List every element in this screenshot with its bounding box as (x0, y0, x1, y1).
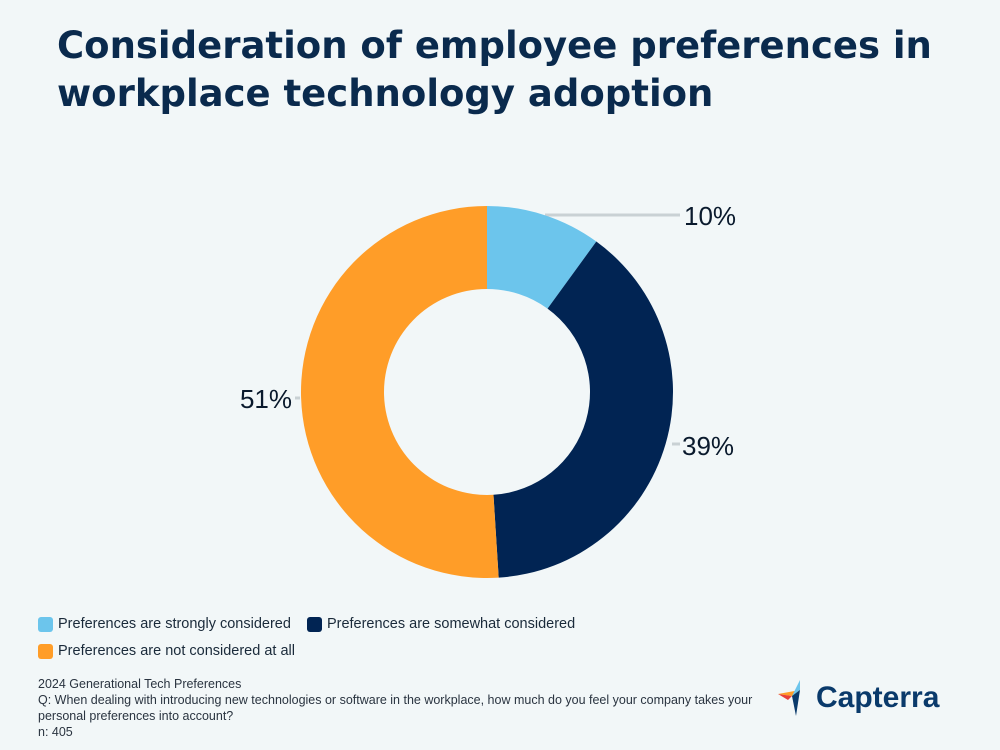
source-text: 2024 Generational Tech Preferences (38, 677, 242, 691)
sample-size: n: 405 (38, 725, 73, 739)
donut-slice (300, 206, 499, 578)
donut-slice (493, 241, 673, 578)
question-text: Q: When dealing with introducing new tec… (38, 693, 753, 723)
legend-swatch (38, 643, 53, 659)
chart-title: Consideration of employee preferences in… (57, 24, 932, 115)
data-label: 39% (682, 431, 734, 461)
legend-item: Preferences are not considered at all (38, 639, 295, 663)
legend-swatch (306, 616, 322, 632)
footer-notes: 2024 Generational Tech Preferences Q: Wh… (38, 676, 758, 740)
data-label: 10% (684, 201, 736, 231)
legend-item: Preferences are strongly considered (38, 612, 291, 636)
data-label: 51% (240, 384, 292, 414)
legend-label: Preferences are not considered at all (58, 643, 295, 659)
legend-label: Preferences are strongly considered (58, 616, 291, 632)
legend-label: Preferences are somewhat considered (326, 616, 576, 632)
legend-item: Preferences are somewhat considered (306, 612, 576, 636)
legend: Preferences are strongly considered Prefe… (38, 612, 738, 666)
capterra-arrow-icon (778, 680, 800, 716)
legend-swatch (38, 616, 53, 632)
donut-slice (487, 206, 597, 309)
logo-text: Capterra (816, 681, 940, 714)
capterra-logo: Capterra (778, 680, 939, 716)
donut-chart: 10% 39% 51% (240, 201, 736, 578)
